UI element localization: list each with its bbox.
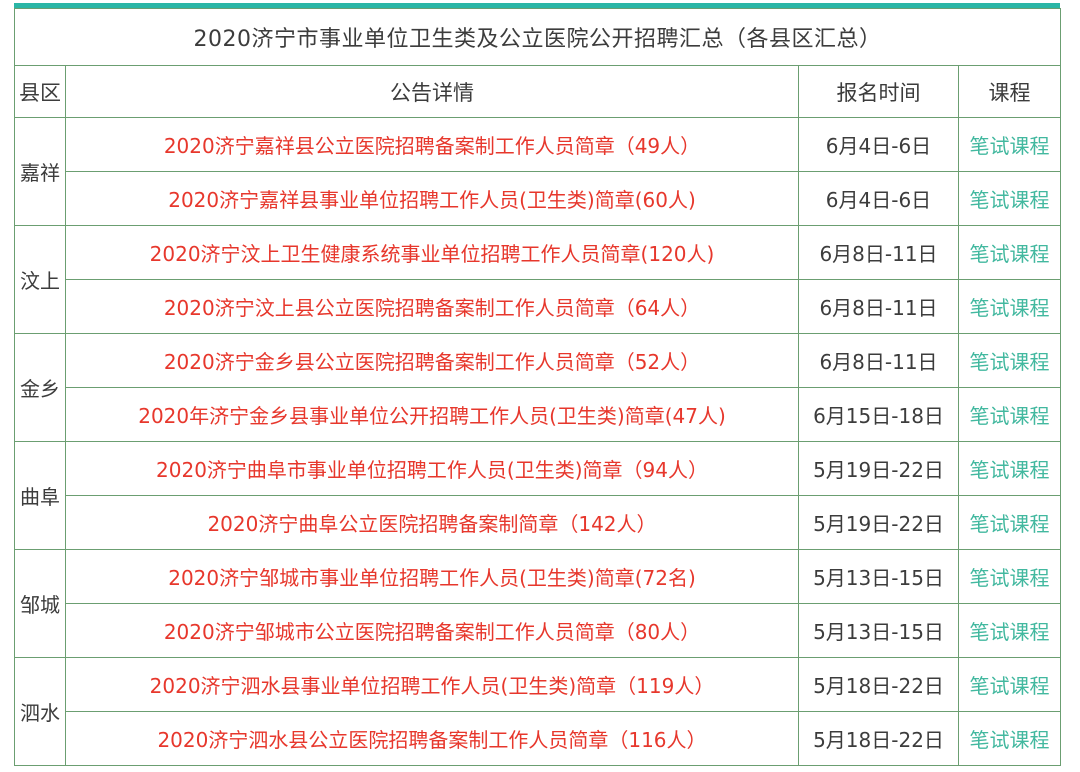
announcement-link[interactable]: 2020济宁汶上县公立医院招聘备案制工作人员简章（64人） — [163, 296, 701, 320]
announcement-cell: 2020济宁汶上卫生健康系统事业单位招聘工作人员简章(120人) — [65, 225, 799, 280]
announcement-cell: 2020济宁嘉祥县公立医院招聘备案制工作人员简章（49人） — [65, 117, 799, 172]
course-link[interactable]: 笔试课程 — [969, 404, 1050, 428]
course-cell: 笔试课程 — [958, 603, 1061, 658]
announcement-link[interactable]: 2020济宁嘉祥县公立医院招聘备案制工作人员简章（49人） — [163, 134, 701, 158]
announcement-cell: 2020济宁金乡县公立医院招聘备案制工作人员简章（52人） — [65, 333, 799, 388]
course-link[interactable]: 笔试课程 — [969, 350, 1050, 374]
table-row: 嘉祥 2020济宁嘉祥县公立医院招聘备案制工作人员简章（49人） 6月4日-6日 笔试… — [14, 117, 1061, 226]
signup-time: 5月13日-15日 — [798, 603, 959, 658]
county-cell: 泗水 — [14, 657, 66, 766]
course-link[interactable]: 笔试课程 — [969, 296, 1050, 320]
course-link[interactable]: 笔试课程 — [969, 728, 1050, 752]
course-link[interactable]: 笔试课程 — [969, 188, 1050, 212]
title-row: 2020济宁市事业单位卫生类及公立医院公开招聘汇总（各县区汇总） — [14, 8, 1061, 66]
signup-time: 5月18日-22日 — [798, 657, 959, 712]
announcement-link[interactable]: 2020济宁泗水县事业单位招聘工作人员(卫生类)简章（119人） — [149, 674, 715, 698]
announcement-link[interactable]: 2020济宁曲阜公立医院招聘备案制简章（142人） — [207, 512, 657, 536]
course-cell: 笔试课程 — [958, 441, 1061, 496]
signup-time: 5月19日-22日 — [798, 495, 959, 550]
course-cell: 笔试课程 — [958, 711, 1061, 766]
announcement-cell: 2020济宁曲阜市事业单位招聘工作人员(卫生类)简章（94人） — [65, 441, 799, 496]
course-cell: 笔试课程 — [958, 387, 1061, 442]
county-cell: 曲阜 — [14, 441, 66, 550]
column-header-time: 报名时间 — [798, 65, 959, 118]
column-header-course: 课程 — [958, 65, 1061, 118]
announcement-link[interactable]: 2020济宁泗水县公立医院招聘备案制工作人员简章（116人） — [157, 728, 707, 752]
course-cell: 笔试课程 — [958, 279, 1061, 334]
announcement-cell: 2020济宁泗水县事业单位招聘工作人员(卫生类)简章（119人） — [65, 657, 799, 712]
announcement-link[interactable]: 2020济宁邹城市公立医院招聘备案制工作人员简章（80人） — [163, 620, 701, 644]
course-cell: 笔试课程 — [958, 495, 1061, 550]
course-link[interactable]: 笔试课程 — [969, 458, 1050, 482]
top-accent-bar — [14, 3, 1060, 8]
announcement-cell: 2020济宁曲阜公立医院招聘备案制简章（142人） — [65, 495, 799, 550]
course-link[interactable]: 笔试课程 — [969, 242, 1050, 266]
announcement-cell: 2020济宁嘉祥县事业单位招聘工作人员(卫生类)简章(60人) — [65, 171, 799, 226]
course-link[interactable]: 笔试课程 — [969, 620, 1050, 644]
signup-time: 5月13日-15日 — [798, 549, 959, 604]
county-cell: 嘉祥 — [14, 117, 66, 226]
course-link[interactable]: 笔试课程 — [969, 134, 1050, 158]
announcement-link[interactable]: 2020年济宁金乡县事业单位公开招聘工作人员(卫生类)简章(47人) — [138, 404, 726, 428]
announcement-cell: 2020年济宁金乡县事业单位公开招聘工作人员(卫生类)简章(47人) — [65, 387, 799, 442]
announcement-cell: 2020济宁泗水县公立医院招聘备案制工作人员简章（116人） — [65, 711, 799, 766]
table-row: 泗水 2020济宁泗水县事业单位招聘工作人员(卫生类)简章（119人） 5月18日-… — [14, 657, 1061, 766]
announcement-link[interactable]: 2020济宁嘉祥县事业单位招聘工作人员(卫生类)简章(60人) — [168, 188, 696, 212]
course-cell: 笔试课程 — [958, 225, 1061, 280]
signup-time: 6月8日-11日 — [798, 279, 959, 334]
county-cell: 邹城 — [14, 549, 66, 658]
signup-time: 6月4日-6日 — [798, 117, 959, 172]
course-cell: 笔试课程 — [958, 171, 1061, 226]
announcement-link[interactable]: 2020济宁汶上卫生健康系统事业单位招聘工作人员简章(120人) — [149, 242, 715, 266]
course-link[interactable]: 笔试课程 — [969, 566, 1050, 590]
course-cell: 笔试课程 — [958, 657, 1061, 712]
announcement-cell: 2020济宁邹城市公立医院招聘备案制工作人员简章（80人） — [65, 603, 799, 658]
table-row: 汶上 2020济宁汶上卫生健康系统事业单位招聘工作人员简章(120人) 6月8日-1… — [14, 225, 1061, 334]
signup-time: 6月4日-6日 — [798, 171, 959, 226]
course-link[interactable]: 笔试课程 — [969, 512, 1050, 536]
course-cell: 笔试课程 — [958, 117, 1061, 172]
course-cell: 笔试课程 — [958, 333, 1061, 388]
announcement-link[interactable]: 2020济宁金乡县公立医院招聘备案制工作人员简章（52人） — [163, 350, 701, 374]
signup-time: 6月8日-11日 — [798, 225, 959, 280]
header-row: 县区 公告详情 报名时间 课程 — [14, 65, 1061, 118]
table-row: 2020年济宁金乡县事业单位公开招聘工作人员(卫生类)简章(47人) 6月15日-… — [15, 387, 1061, 442]
county-cell: 汶上 — [14, 225, 66, 334]
table-row: 曲阜 2020济宁曲阜市事业单位招聘工作人员(卫生类)简章（94人） 5月19日-2… — [14, 441, 1061, 550]
table-row: 2020济宁嘉祥县事业单位招聘工作人员(卫生类)简章(60人) 6月4日-6日 笔试… — [15, 171, 1061, 226]
column-header-detail: 公告详情 — [65, 65, 799, 118]
announcement-cell: 2020济宁汶上县公立医院招聘备案制工作人员简章（64人） — [65, 279, 799, 334]
signup-time: 6月15日-18日 — [798, 387, 959, 442]
announcement-link[interactable]: 2020济宁邹城市事业单位招聘工作人员(卫生类)简章(72名) — [168, 566, 696, 590]
table-row: 邹城 2020济宁邹城市事业单位招聘工作人员(卫生类)简章(72名) 5月13日-1… — [14, 549, 1061, 658]
signup-time: 5月18日-22日 — [798, 711, 959, 766]
announcement-link[interactable]: 2020济宁曲阜市事业单位招聘工作人员(卫生类)简章（94人） — [156, 458, 708, 482]
course-link[interactable]: 笔试课程 — [969, 674, 1050, 698]
course-cell: 笔试课程 — [958, 549, 1061, 604]
county-cell: 金乡 — [14, 333, 66, 442]
recruitment-table: 2020济宁市事业单位卫生类及公立医院公开招聘汇总（各县区汇总） 县区 公告详情… — [14, 8, 1061, 766]
table-row: 2020济宁泗水县公立医院招聘备案制工作人员简章（116人） 5月18日-22日笔… — [15, 711, 1061, 766]
signup-time: 5月19日-22日 — [798, 441, 959, 496]
table-row: 金乡 2020济宁金乡县公立医院招聘备案制工作人员简章（52人） 6月8日-11日笔… — [14, 333, 1061, 442]
table-row: 2020济宁曲阜公立医院招聘备案制简章（142人） 5月19日-22日 笔试课程 — [15, 495, 1061, 550]
recruitment-summary-table: 2020济宁市事业单位卫生类及公立医院公开招聘汇总（各县区汇总） 县区 公告详情… — [14, 3, 1061, 766]
page-title: 2020济宁市事业单位卫生类及公立医院公开招聘汇总（各县区汇总） — [14, 8, 1061, 66]
table-row: 2020济宁邹城市公立医院招聘备案制工作人员简章（80人） 5月13日-15日 笔试… — [15, 603, 1061, 658]
announcement-cell: 2020济宁邹城市事业单位招聘工作人员(卫生类)简章(72名) — [65, 549, 799, 604]
column-header-county: 县区 — [14, 65, 66, 118]
table-row: 2020济宁汶上县公立医院招聘备案制工作人员简章（64人） 6月8日-11日 笔试课… — [15, 279, 1061, 334]
signup-time: 6月8日-11日 — [798, 333, 959, 388]
